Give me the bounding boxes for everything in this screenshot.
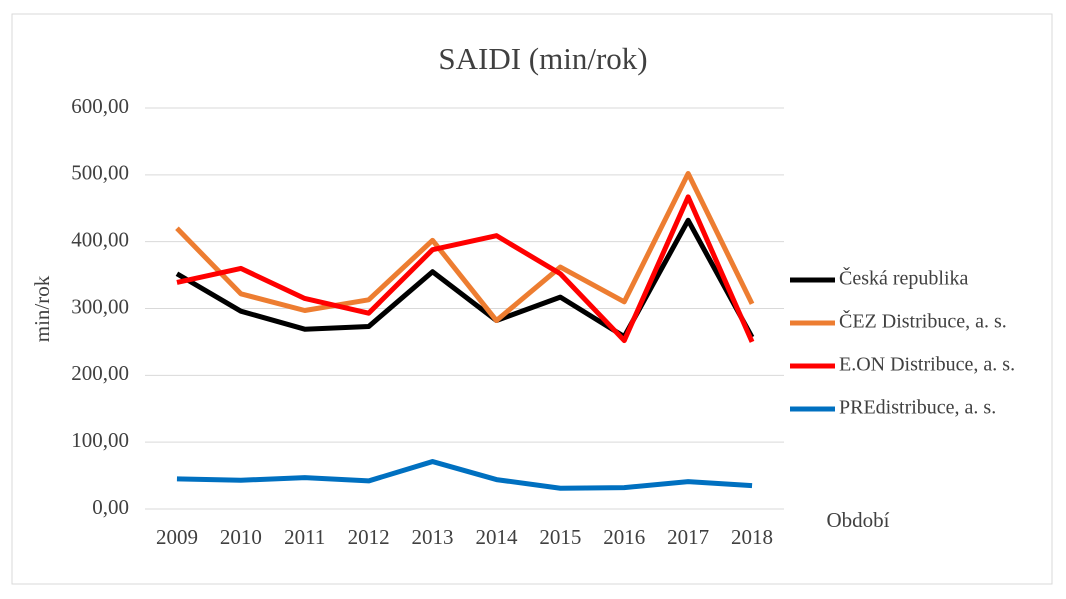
line-series xyxy=(175,170,755,324)
legend-label: E.ON Distribuce, a. s. xyxy=(839,354,1015,376)
legend-label: ČEZ Distribuce, a. s. xyxy=(839,309,1007,333)
x-tick-label: 2011 xyxy=(284,525,325,549)
x-tick-label: 2018 xyxy=(731,525,773,549)
y-tick-label: 500,00 xyxy=(71,161,129,185)
x-tick-label: 2010 xyxy=(220,525,262,549)
x-tick-label: 2017 xyxy=(667,525,709,549)
y-tick-label: 300,00 xyxy=(71,294,129,318)
x-tick-label: 2016 xyxy=(603,525,645,549)
chart-border xyxy=(11,13,1053,585)
y-tick-label: 200,00 xyxy=(71,361,129,385)
y-tick-label: 400,00 xyxy=(71,227,129,251)
line-series xyxy=(176,459,753,491)
x-tick-label: 2013 xyxy=(412,525,454,549)
line-series xyxy=(176,194,755,344)
y-tick-label: 0,00 xyxy=(92,495,129,519)
x-tick-label: 2015 xyxy=(539,525,581,549)
y-axis-title: min/rok xyxy=(30,275,54,342)
x-axis-title: Období xyxy=(827,508,890,532)
chart-title: SAIDI (min/rok) xyxy=(438,41,647,76)
legend-label: PREdistribuce, a. s. xyxy=(839,397,996,419)
legend-label: Česká republika xyxy=(839,266,969,290)
x-tick-label: 2009 xyxy=(156,525,198,549)
x-tick-label: 2014 xyxy=(475,525,518,549)
x-tick-label: 2012 xyxy=(348,525,390,549)
line-series xyxy=(175,217,755,340)
y-tick-label: 100,00 xyxy=(71,428,129,452)
y-tick-label: 600,00 xyxy=(71,94,129,118)
